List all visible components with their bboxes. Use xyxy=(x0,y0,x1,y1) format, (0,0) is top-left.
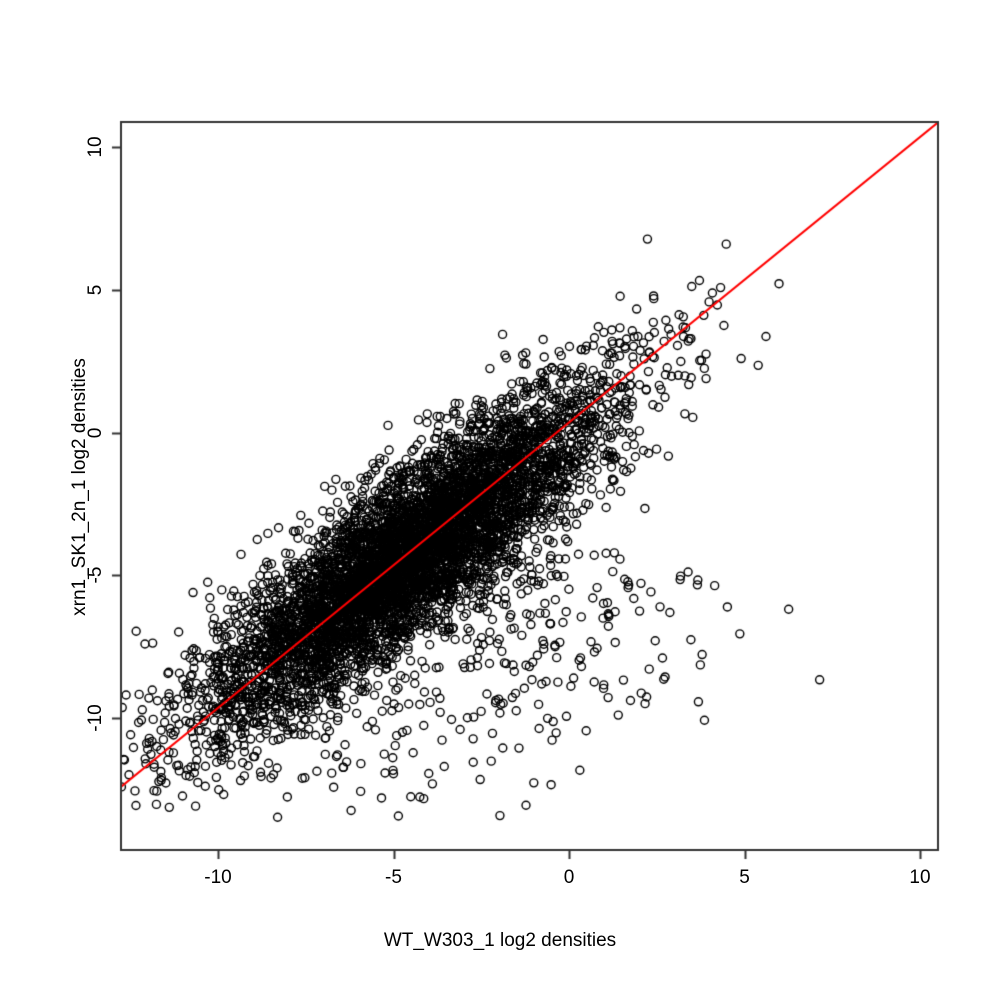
x-tick-label: 0 xyxy=(563,867,575,888)
y-axis-label: xrn1_SK1_2n_1 log2 densities xyxy=(69,358,90,616)
x-tick-label: -5 xyxy=(385,867,402,888)
x-tick-label: -10 xyxy=(204,867,232,888)
x-tick-label: 10 xyxy=(909,867,931,888)
x-axis-label: WT_W303_1 log2 densities xyxy=(383,930,617,951)
x-tick-label: 5 xyxy=(739,867,750,888)
